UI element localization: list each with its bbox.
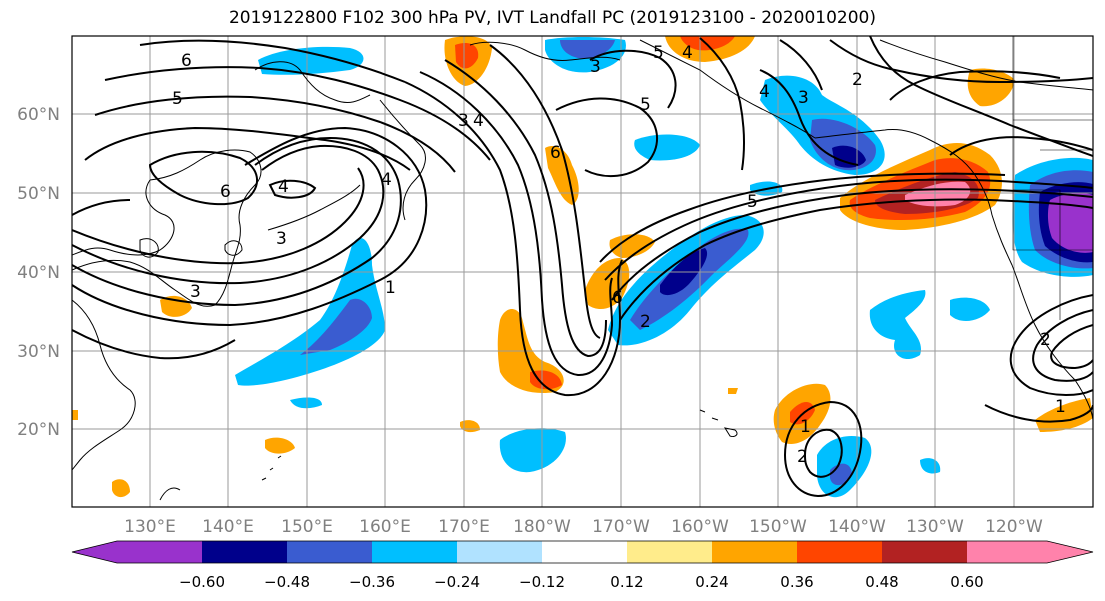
contour-label: 3: [276, 229, 287, 249]
contour-label: 4: [682, 43, 693, 63]
lat-label: 20°N: [17, 420, 60, 440]
latitude-labels: 60°N 50°N 40°N 30°N 20°N: [17, 105, 60, 440]
lon-label: 130°E: [124, 517, 176, 537]
negative-anomaly-patch: [634, 134, 700, 161]
contour-label: 6: [550, 143, 561, 163]
contour-label: 1: [1055, 397, 1066, 417]
positive-anomaly-patch: [728, 388, 738, 394]
map-title: 2019122800 F102 300 hPa PV, IVT Landfall…: [228, 8, 876, 28]
positive-anomaly-patch: [72, 410, 78, 420]
colorbar-tick-label: −0.48: [264, 573, 310, 591]
colorbar-tick-label: 0.24: [695, 573, 728, 591]
lon-label: 160°W: [671, 517, 729, 537]
negative-anomaly-patch: [1047, 193, 1093, 253]
positive-anomaly-patch: [1035, 398, 1093, 432]
contour-label: 4: [278, 177, 289, 197]
contour-label: 2: [797, 447, 808, 467]
colorbar-tick-label: 0.12: [610, 573, 643, 591]
negative-anomaly-patch: [258, 46, 364, 75]
lon-label: 180°W: [513, 517, 571, 537]
positive-anomaly-patch: [530, 370, 562, 390]
colorbar-segment: [797, 541, 883, 563]
negative-anomaly-patch: [235, 237, 385, 386]
contour-label: 3: [798, 88, 809, 108]
contour-label: 3: [190, 282, 201, 302]
contour-label: 2: [1040, 330, 1051, 350]
contour-label: 3: [458, 111, 469, 131]
contour-label: 5: [640, 95, 651, 115]
contour-label: 1: [800, 417, 811, 437]
contour-label: 4: [473, 111, 484, 131]
contour-label: 4: [759, 82, 770, 102]
contour-label: 2: [640, 312, 651, 332]
contour-label: 5: [747, 192, 758, 212]
colorbar-outline: [71, 540, 1094, 564]
map-frame: [71, 35, 1094, 508]
lon-label: 130°W: [906, 517, 964, 537]
colorbar-segment: [712, 541, 798, 563]
colorbar-segment: [117, 541, 203, 563]
contour-label: 5: [653, 43, 664, 63]
contour-label: 3: [590, 57, 601, 77]
lon-label: 150°W: [749, 517, 807, 537]
colorbar-segment: [287, 541, 373, 563]
political-borders: [1012, 36, 1093, 320]
colorbar-segment: [202, 541, 288, 563]
lon-label: 160°E: [359, 517, 411, 537]
lat-label: 30°N: [17, 342, 60, 362]
contour-label: 1: [385, 278, 396, 298]
colorbar-segment: [882, 541, 968, 563]
positive-anomaly-patch: [265, 437, 295, 454]
colorbar-segment: [457, 541, 543, 563]
colorbar-segment: [967, 541, 1048, 563]
colorbar-tick-label: −0.24: [434, 573, 480, 591]
colorbar-tick-label: 0.36: [780, 573, 813, 591]
contour-label: 6: [612, 288, 623, 308]
contour-label: 6: [220, 182, 231, 202]
negative-anomaly-patch: [290, 397, 322, 409]
colorbar-tick-label: 0.60: [950, 573, 983, 591]
lon-label: 150°E: [281, 517, 333, 537]
positive-anomaly-patch: [112, 479, 130, 498]
colorbar-segment: [542, 541, 628, 563]
contour-label: 2: [852, 70, 863, 90]
colorbar: [71, 540, 1094, 564]
colorbar-tick-label: −0.12: [519, 573, 565, 591]
positive-anomaly-patch: [455, 42, 479, 69]
negative-anomaly-patch: [950, 297, 990, 322]
lon-label: 170°W: [592, 517, 650, 537]
lon-label: 140°E: [202, 517, 254, 537]
colorbar-tick-labels: −0.60 −0.48 −0.36 −0.24 −0.12 0.12 0.24 …: [179, 573, 984, 591]
positive-anomaly-patch: [545, 145, 579, 205]
pv-contours: [72, 36, 1093, 498]
lat-label: 50°N: [17, 184, 60, 204]
graticule: [72, 36, 1093, 507]
colorbar-segment: [72, 541, 117, 563]
lon-label: 120°W: [985, 517, 1043, 537]
negative-anomaly-patch: [869, 290, 926, 360]
colorbar-tick-label: 0.48: [865, 573, 898, 591]
lon-label: 140°W: [828, 517, 886, 537]
positive-anomaly-patch: [967, 68, 1015, 107]
colorbar-tick-label: −0.60: [179, 573, 225, 591]
negative-anomaly-patch: [300, 298, 372, 355]
contour-label: 5: [172, 89, 183, 109]
colorbar-tick-label: −0.36: [349, 573, 395, 591]
negative-anomaly-patch: [499, 428, 566, 473]
positive-anomaly-patch: [680, 36, 735, 51]
colorbar-segment: [1047, 541, 1093, 563]
contour-label: 4: [381, 170, 392, 190]
colorbar-segment: [372, 541, 458, 563]
lat-label: 60°N: [17, 105, 60, 125]
colorbar-segment: [627, 541, 713, 563]
lat-label: 40°N: [17, 263, 60, 283]
longitude-labels: 130°E 140°E 150°E 160°E 170°E 180°W 170°…: [124, 517, 1043, 537]
lon-label: 170°E: [438, 517, 490, 537]
contour-label: 6: [181, 51, 192, 71]
contour-labels: 6 5 6 3 4 3 4 2 3 3 4 5 6 5 4 6 2 3 4 5 …: [172, 43, 1066, 467]
